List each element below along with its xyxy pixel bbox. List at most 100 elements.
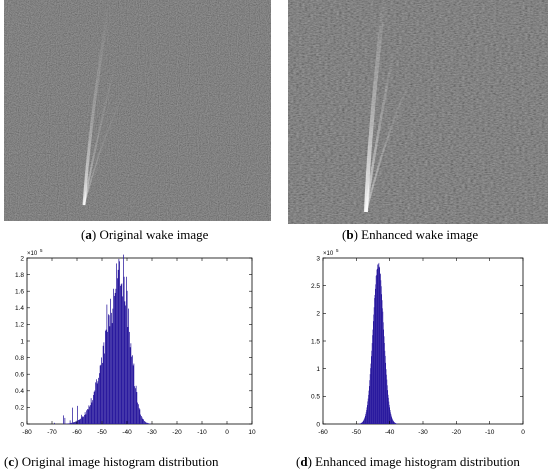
histogram-bar <box>146 422 147 424</box>
histogram-bar <box>127 326 129 424</box>
histogram-bar <box>130 343 132 424</box>
histogram-bar <box>75 421 77 424</box>
histogram-bar <box>136 392 138 424</box>
histogram-bar <box>393 421 395 424</box>
histogram-bar <box>91 402 93 424</box>
histogram-bar <box>79 419 81 424</box>
histogram-bar <box>85 414 87 424</box>
histogram-bar <box>102 345 104 424</box>
histogram-bar <box>368 390 370 424</box>
histogram-bar <box>112 308 114 424</box>
y-exponent-label: ×10 <box>323 251 334 257</box>
y-tick-label: 1.4 <box>15 305 24 312</box>
histogram-bar <box>124 301 126 424</box>
histogram-bar <box>87 409 89 424</box>
histogram-bar <box>148 423 150 424</box>
histogram-bar <box>393 420 394 424</box>
histogram-bar <box>364 417 366 424</box>
histogram-bar <box>395 423 396 424</box>
histogram-bar <box>376 274 377 424</box>
histogram-bar <box>63 415 64 424</box>
histogram-bar <box>118 258 120 424</box>
histogram-bar <box>374 294 376 424</box>
x-tick-label: -30 <box>147 429 157 436</box>
histogram-bar <box>369 380 370 424</box>
histogram-bar <box>73 422 75 424</box>
y-exponent-label: ×10 <box>27 251 38 257</box>
histogram-bar <box>125 305 126 424</box>
y-tick-label: 0 <box>316 421 320 428</box>
histogram-bar <box>379 273 381 424</box>
histogram-bar <box>121 283 123 424</box>
x-tick-label: -20 <box>452 429 462 436</box>
histogram-bar <box>96 383 98 424</box>
histogram-bar <box>361 422 362 424</box>
histogram-bar <box>139 409 141 424</box>
histogram-bar <box>105 330 106 424</box>
histogram-bar <box>366 407 368 424</box>
histogram-bar <box>382 311 384 424</box>
histogram-bar <box>391 418 393 424</box>
histogram-bar <box>69 423 70 424</box>
histogram-bar <box>132 365 134 424</box>
y-tick-label: 0 <box>20 421 24 428</box>
histogram-bar <box>395 423 397 424</box>
histogram-bar <box>388 397 389 424</box>
x-tick-label: 10 <box>248 429 256 436</box>
histogram-bar <box>117 269 119 424</box>
histogram-bar <box>370 368 371 424</box>
histogram-bar <box>67 423 69 424</box>
histogram-bar <box>379 266 380 424</box>
histogram-bar <box>116 263 117 424</box>
histogram-bar <box>120 284 122 424</box>
histogram-bar <box>75 421 76 424</box>
histogram-bar <box>369 374 371 424</box>
histogram-bar <box>68 423 69 424</box>
histogram-bar <box>119 261 120 424</box>
histogram-bar <box>95 382 96 424</box>
histogram-bars <box>359 262 398 424</box>
y-exponent-power: 5 <box>40 248 43 253</box>
histogram-bar <box>365 414 366 424</box>
histogram-bar <box>360 423 362 424</box>
original-histogram-chart: -80 -70 -60 -50 -40 -30 -20 -10 0 10 0 0.2 0.4 0.6 0.8… <box>15 248 256 436</box>
histogram-bar <box>111 312 112 424</box>
histogram-bar <box>362 421 363 424</box>
histogram-bar <box>99 365 101 424</box>
histogram-bar <box>372 335 373 424</box>
histogram-bar <box>132 355 133 424</box>
histogram-bar <box>373 314 374 424</box>
histogram-bar <box>92 400 93 424</box>
histogram-bar <box>375 275 377 424</box>
histogram-bar <box>93 391 95 424</box>
histogram-bar <box>113 288 114 424</box>
y-tick-label: 2 <box>316 311 320 318</box>
histogram-bar <box>122 296 123 424</box>
x-tick-label: -50 <box>352 429 362 436</box>
histogram-bar <box>80 418 81 424</box>
enhanced-wake-image <box>288 0 548 224</box>
histogram-bar <box>114 295 115 424</box>
histogram-bar <box>373 321 374 424</box>
histogram-bar <box>141 416 142 424</box>
x-tick-label: -40 <box>122 429 132 436</box>
histogram-bar <box>96 379 97 424</box>
histogram-bar <box>365 415 366 424</box>
y-tick-label: 3 <box>316 255 320 262</box>
caption-d: (d) Enhanced image histogram distributio… <box>296 454 520 469</box>
histogram-bar <box>87 409 88 424</box>
y-tick-label: 0.2 <box>15 405 24 412</box>
x-tick-label: -40 <box>385 429 395 436</box>
histogram-bar <box>389 410 391 424</box>
histogram-bar <box>134 386 135 424</box>
plot-frame <box>322 257 524 425</box>
y-tick-label: 0.5 <box>311 394 320 401</box>
histogram-bar <box>86 410 87 424</box>
histogram-bar <box>140 414 141 424</box>
histogram-bar <box>72 407 73 424</box>
caption-b: (b) Enhanced wake image <box>342 227 479 242</box>
histogram-bar <box>377 264 379 424</box>
histogram-bar <box>129 347 131 424</box>
y-tick-label: 1.2 <box>15 322 24 329</box>
enhanced-wake-image-texture <box>288 0 548 224</box>
